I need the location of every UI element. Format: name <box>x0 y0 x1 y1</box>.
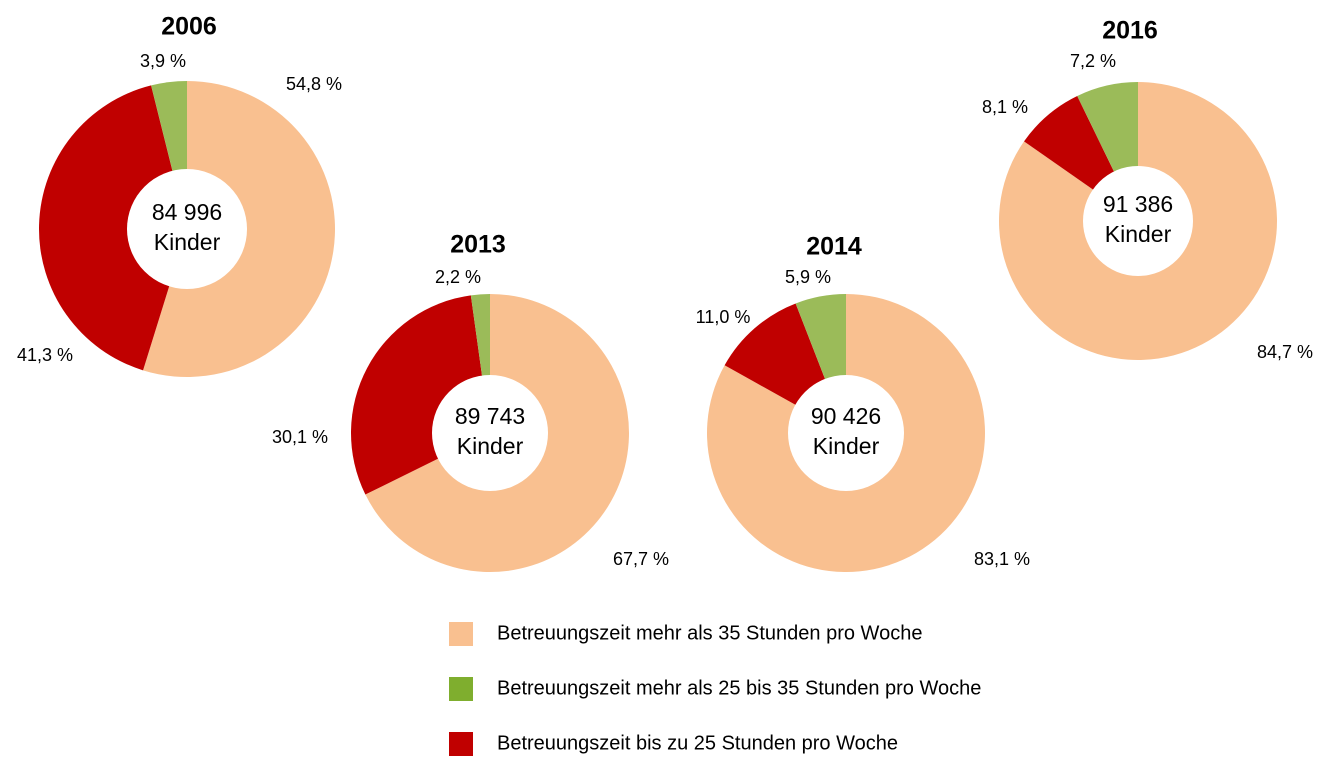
value-label: 41,3 % <box>17 345 73 365</box>
center-label: Kinder <box>1105 221 1172 247</box>
value-label: 8,1 % <box>982 97 1028 117</box>
value-label: 2,2 % <box>435 267 481 287</box>
value-label: 7,2 % <box>1070 51 1116 71</box>
center-label: 90 426 <box>811 403 881 429</box>
chart-title: 2016 <box>1102 17 1158 45</box>
value-label: 30,1 % <box>272 427 328 447</box>
value-label: 5,9 % <box>785 267 831 287</box>
center-label: 91 386 <box>1103 191 1173 217</box>
chart-title: 2013 <box>450 231 506 259</box>
chart-title: 2006 <box>161 13 217 41</box>
center-label: 84 996 <box>152 199 222 225</box>
center-label: Kinder <box>457 433 524 459</box>
center-label: 89 743 <box>455 403 525 429</box>
legend-label: Betreuungszeit bis zu 25 Stunden pro Woc… <box>497 732 898 754</box>
donut-hole <box>1083 166 1193 276</box>
donut-hole <box>432 375 548 491</box>
center-label: Kinder <box>154 229 221 255</box>
legend-swatch <box>449 622 473 646</box>
slice <box>39 85 188 371</box>
legend-swatch <box>449 677 473 701</box>
center-label: Kinder <box>813 433 880 459</box>
value-label: 11,0 % <box>696 307 751 327</box>
donut-hole <box>127 169 247 289</box>
legend-swatch <box>449 732 473 756</box>
value-label: 84,7 % <box>1257 342 1313 362</box>
legend-label: Betreuungszeit mehr als 25 bis 35 Stunde… <box>497 677 981 699</box>
value-label: 83,1 % <box>974 549 1030 569</box>
value-label: 3,9 % <box>140 51 186 71</box>
value-label: 54,8 % <box>286 74 342 94</box>
chart-title: 2014 <box>806 233 862 261</box>
donut-hole <box>788 375 904 491</box>
legend-label: Betreuungszeit mehr als 35 Stunden pro W… <box>497 622 922 644</box>
value-label: 67,7 % <box>613 549 669 569</box>
